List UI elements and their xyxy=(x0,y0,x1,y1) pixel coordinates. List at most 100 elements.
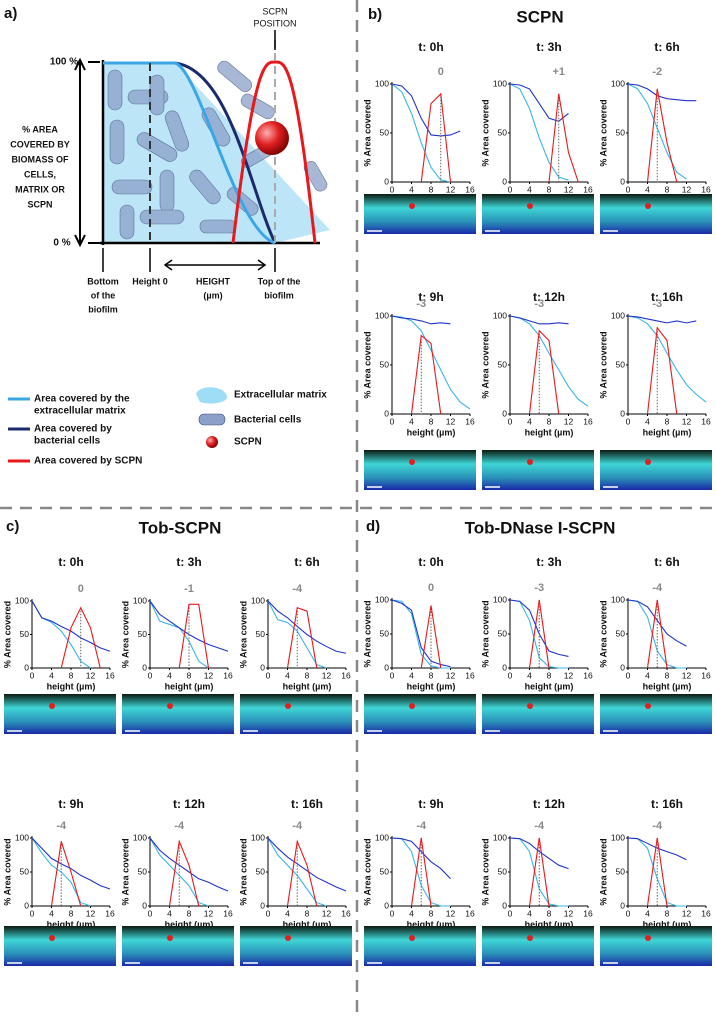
time-label: t: 6h xyxy=(654,555,679,569)
y-tick-label: 50 xyxy=(380,628,390,638)
x-tick-label: 16 xyxy=(701,670,711,680)
top-label: biofilm xyxy=(264,290,294,300)
x-tick-label: 4 xyxy=(409,416,414,426)
bottom-label: of the xyxy=(91,290,116,300)
x-tick-label: 0 xyxy=(30,670,35,680)
micrograph xyxy=(4,694,116,734)
y-tick-label: 50 xyxy=(498,359,508,369)
panel-title: Tob-DNase I-SCPN xyxy=(465,518,616,537)
y-tick-label: 50 xyxy=(498,628,508,638)
curve xyxy=(646,837,668,907)
panel-label: a) xyxy=(4,5,17,22)
y-axis-label: % Area covered xyxy=(598,838,608,905)
micrograph-scpn xyxy=(409,459,415,465)
x-tick-label: 16 xyxy=(105,670,115,680)
legend-text: Bacterial cells xyxy=(234,415,302,426)
top-label: Top of the xyxy=(258,276,301,286)
curve xyxy=(267,837,347,892)
curve xyxy=(509,315,569,325)
micrograph-scpn xyxy=(285,703,291,709)
cells-curve xyxy=(103,61,277,244)
panel-label: b) xyxy=(368,6,382,23)
x-tick-label: 8 xyxy=(665,670,670,680)
y-axis-label: % Area covered xyxy=(2,838,12,905)
shift-label: -4 xyxy=(416,820,427,832)
curve xyxy=(391,83,461,137)
micrograph xyxy=(364,450,476,490)
y-tick-label: 0 xyxy=(620,662,625,672)
x-tick-label: 8 xyxy=(429,416,434,426)
shift-label: 0 xyxy=(438,66,444,78)
x-tick-label: 0 xyxy=(390,908,395,918)
micrograph-scpn xyxy=(409,203,415,209)
x-tick-label: 4 xyxy=(527,416,532,426)
curve xyxy=(420,605,442,669)
y-axis-label: % Area covered xyxy=(362,99,372,166)
time-label: t: 9h xyxy=(58,797,83,811)
x-tick-label: 16 xyxy=(583,184,593,194)
y-tick-label: 100 xyxy=(493,594,507,604)
x-tick-label: 12 xyxy=(564,416,574,426)
x-tick-label: 12 xyxy=(446,184,456,194)
y-axis-label: CELLS, xyxy=(24,169,56,179)
x-tick-label: 8 xyxy=(187,670,192,680)
micrograph xyxy=(364,694,476,734)
curve xyxy=(168,839,200,907)
y-tick-label: 0 xyxy=(502,176,507,186)
y-tick-label: 100 xyxy=(375,832,389,842)
x-axis-label: height (µm) xyxy=(165,919,214,929)
curve xyxy=(627,315,697,324)
x-axis-label: height (µm) xyxy=(643,681,692,691)
x-axis-label: height (µm) xyxy=(283,681,332,691)
y-tick-label: 100 xyxy=(15,832,29,842)
x-tick-label: 16 xyxy=(583,416,593,426)
micrograph-scpn xyxy=(645,203,651,209)
y-tick-label: 100 xyxy=(611,78,625,88)
y-tick-label: 50 xyxy=(380,359,390,369)
legend-text: Area covered by xyxy=(34,424,112,435)
y-bottom: 0 % xyxy=(53,238,70,249)
curve xyxy=(646,599,668,669)
x-tick-label: 0 xyxy=(508,184,513,194)
x-tick-label: 12 xyxy=(86,908,96,918)
shift-label: -3 xyxy=(652,298,662,310)
x-tick-label: 0 xyxy=(266,670,271,680)
x-tick-label: 12 xyxy=(682,416,692,426)
x-tick-label: 8 xyxy=(665,908,670,918)
curve xyxy=(391,599,451,669)
curve xyxy=(627,83,697,102)
curve xyxy=(646,326,678,415)
curve xyxy=(528,329,560,415)
curve xyxy=(528,837,550,907)
time-label: t: 16h xyxy=(651,797,683,811)
y-tick-label: 100 xyxy=(15,595,29,605)
y-axis-label: % Area covered xyxy=(238,601,248,668)
micrograph xyxy=(482,926,594,966)
curve xyxy=(286,839,318,907)
x-tick-label: 4 xyxy=(285,908,290,918)
y-tick-label: 50 xyxy=(138,629,148,639)
x-tick-label: 4 xyxy=(645,416,650,426)
x-tick-label: 12 xyxy=(322,908,332,918)
x-tick-label: 0 xyxy=(508,670,513,680)
shift-label: -4 xyxy=(292,583,303,595)
x-tick-label: 8 xyxy=(429,670,434,680)
y-tick-label: 0 xyxy=(384,176,389,186)
x-tick-label: 4 xyxy=(527,908,532,918)
micrograph-scpn xyxy=(409,703,415,709)
micrograph xyxy=(600,926,712,966)
legend-text: Area covered by the xyxy=(34,394,130,405)
x-tick-label: 4 xyxy=(49,908,54,918)
y-axis-label: % Area covered xyxy=(362,331,372,398)
plot: t: 12h % Area covered height (µm) 0 50 100 0 4 8… xyxy=(120,797,234,966)
y-tick-label: 0 xyxy=(502,408,507,418)
x-axis-label: height (µm) xyxy=(47,681,96,691)
time-label: t: 16h xyxy=(651,290,683,304)
y-tick-label: 0 xyxy=(24,662,29,672)
x-tick-label: 4 xyxy=(167,670,172,680)
x-tick-label: 8 xyxy=(547,670,552,680)
scpn-sphere xyxy=(255,121,289,155)
time-label: t: 6h xyxy=(294,555,319,569)
shift-label: -4 xyxy=(292,820,303,832)
